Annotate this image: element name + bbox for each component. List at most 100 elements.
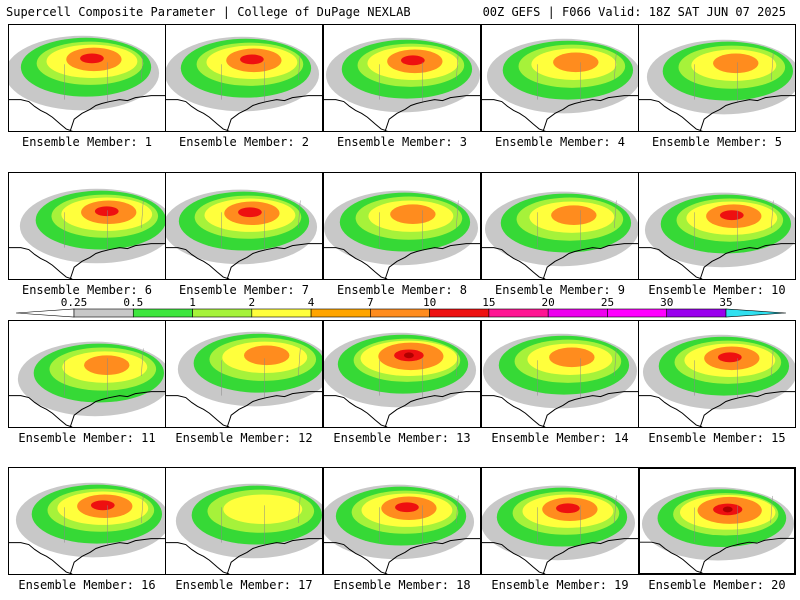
scale-swatch bbox=[488, 308, 549, 318]
scale-swatch bbox=[547, 308, 608, 318]
scp-contour-red bbox=[94, 206, 119, 217]
scp-contour-yellow bbox=[223, 494, 303, 524]
scale-swatch bbox=[429, 308, 490, 318]
ensemble-map-panel[interactable] bbox=[165, 24, 323, 132]
state-borders bbox=[537, 52, 617, 102]
scp-contour-darkred bbox=[722, 506, 733, 513]
scale-arrow-right bbox=[725, 308, 787, 318]
ensemble-member-label: Ensemble Member: 8 bbox=[336, 283, 468, 297]
ensemble-member-label: Ensemble Member: 7 bbox=[178, 283, 310, 297]
state-borders bbox=[379, 348, 459, 398]
scp-contour-red bbox=[719, 210, 744, 221]
coastline bbox=[482, 538, 638, 574]
coastline bbox=[482, 95, 638, 131]
state-borders bbox=[64, 348, 144, 398]
state-borders bbox=[537, 348, 617, 398]
scp-map bbox=[639, 192, 795, 279]
scp-contour-orange bbox=[244, 345, 290, 366]
scp-map bbox=[482, 485, 638, 574]
ensemble-map-panel[interactable] bbox=[323, 24, 481, 132]
scp-contour-red bbox=[240, 54, 264, 65]
ensemble-member-label: Ensemble Member: 19 bbox=[491, 578, 629, 592]
ensemble-map-panel[interactable] bbox=[8, 320, 166, 428]
scp-map bbox=[9, 188, 165, 279]
coastline bbox=[9, 391, 165, 427]
scp-contour-orange bbox=[84, 355, 130, 375]
ensemble-map-panel[interactable] bbox=[8, 24, 166, 132]
ensemble-member-label: Ensemble Member: 4 bbox=[494, 135, 626, 149]
scp-contour-red bbox=[395, 502, 419, 513]
scp-map bbox=[482, 191, 638, 279]
state-borders bbox=[694, 495, 773, 545]
ensemble-member-label: Ensemble Member: 13 bbox=[333, 431, 471, 445]
ensemble-map-panel[interactable] bbox=[165, 172, 323, 280]
ensemble-member-label: Ensemble Member: 15 bbox=[648, 431, 786, 445]
ensemble-map-panel[interactable] bbox=[323, 467, 481, 575]
ensemble-map-panel[interactable] bbox=[638, 320, 796, 428]
ensemble-map-panel[interactable] bbox=[165, 467, 323, 575]
state-borders bbox=[64, 200, 144, 250]
ensemble-map-panel[interactable] bbox=[481, 24, 639, 132]
coastline bbox=[639, 243, 795, 279]
ensemble-map-panel[interactable] bbox=[638, 24, 796, 132]
ensemble-map-panel[interactable] bbox=[323, 172, 481, 280]
ensemble-member-label: Ensemble Member: 1 bbox=[21, 135, 153, 149]
scale-tick-label: 20 bbox=[542, 296, 555, 309]
state-borders bbox=[221, 495, 301, 545]
scp-contour-orange bbox=[713, 53, 759, 74]
scp-map bbox=[324, 484, 480, 574]
scp-contour-orange bbox=[553, 52, 599, 73]
scale-swatch bbox=[607, 308, 668, 318]
ensemble-map-panel[interactable] bbox=[8, 467, 166, 575]
state-borders bbox=[694, 348, 774, 398]
coastline bbox=[639, 391, 795, 427]
ensemble-member-label: Ensemble Member: 6 bbox=[21, 283, 153, 297]
ensemble-map-panel[interactable] bbox=[481, 172, 639, 280]
coastline bbox=[9, 95, 165, 131]
scale-swatch bbox=[73, 308, 134, 318]
ensemble-map-panel[interactable] bbox=[165, 320, 323, 428]
ensemble-member-label: Ensemble Member: 16 bbox=[18, 578, 156, 592]
scp-contour-red bbox=[556, 503, 580, 514]
ensemble-map-panel[interactable] bbox=[481, 467, 639, 575]
state-borders bbox=[379, 200, 459, 250]
scale-tick-label: 30 bbox=[660, 296, 673, 309]
scp-contour-orange bbox=[549, 347, 595, 368]
scp-map bbox=[166, 189, 322, 279]
scp-map bbox=[482, 333, 638, 427]
scp-map bbox=[9, 482, 165, 574]
ensemble-map-panel[interactable] bbox=[8, 172, 166, 280]
ensemble-member-label: Ensemble Member: 3 bbox=[336, 135, 468, 149]
scp-contour-red bbox=[80, 53, 104, 64]
state-borders bbox=[694, 52, 774, 102]
scale-tick-label: 10 bbox=[423, 296, 436, 309]
coastline bbox=[166, 95, 322, 131]
scp-map bbox=[639, 39, 795, 131]
run-info: 00Z GEFS | F066 Valid: 18Z SAT JUN 07 20… bbox=[482, 5, 786, 19]
coastline bbox=[482, 391, 638, 427]
scale-tick-label: 0.5 bbox=[123, 296, 143, 309]
ensemble-member-label: Ensemble Member: 5 bbox=[651, 135, 783, 149]
scp-contour-red bbox=[238, 207, 262, 218]
ensemble-map-panel[interactable] bbox=[638, 172, 796, 280]
ensemble-member-label: Ensemble Member: 14 bbox=[491, 431, 629, 445]
ensemble-member-label: Ensemble Member: 12 bbox=[175, 431, 313, 445]
coastline bbox=[482, 243, 638, 279]
scp-contour-red bbox=[401, 55, 425, 66]
ensemble-member-label: Ensemble Member: 10 bbox=[648, 283, 786, 297]
ensemble-map-panel[interactable] bbox=[481, 320, 639, 428]
scp-map bbox=[9, 341, 165, 427]
coastline bbox=[324, 538, 480, 574]
scale-tick-label: 1 bbox=[189, 296, 196, 309]
scale-tick-label: 25 bbox=[601, 296, 614, 309]
coastline bbox=[166, 243, 322, 279]
color-scale-bar: 0.25 0.5 1 2 4 7 10 15 20 25 30 35 bbox=[15, 296, 787, 318]
ensemble-map-panel[interactable] bbox=[638, 467, 796, 575]
scale-swatch bbox=[132, 308, 193, 318]
coastline bbox=[324, 95, 480, 131]
ensemble-map-panel[interactable] bbox=[323, 320, 481, 428]
state-borders bbox=[221, 200, 301, 250]
coastline bbox=[9, 538, 165, 574]
scale-swatch bbox=[192, 308, 253, 318]
state-borders bbox=[537, 495, 617, 545]
